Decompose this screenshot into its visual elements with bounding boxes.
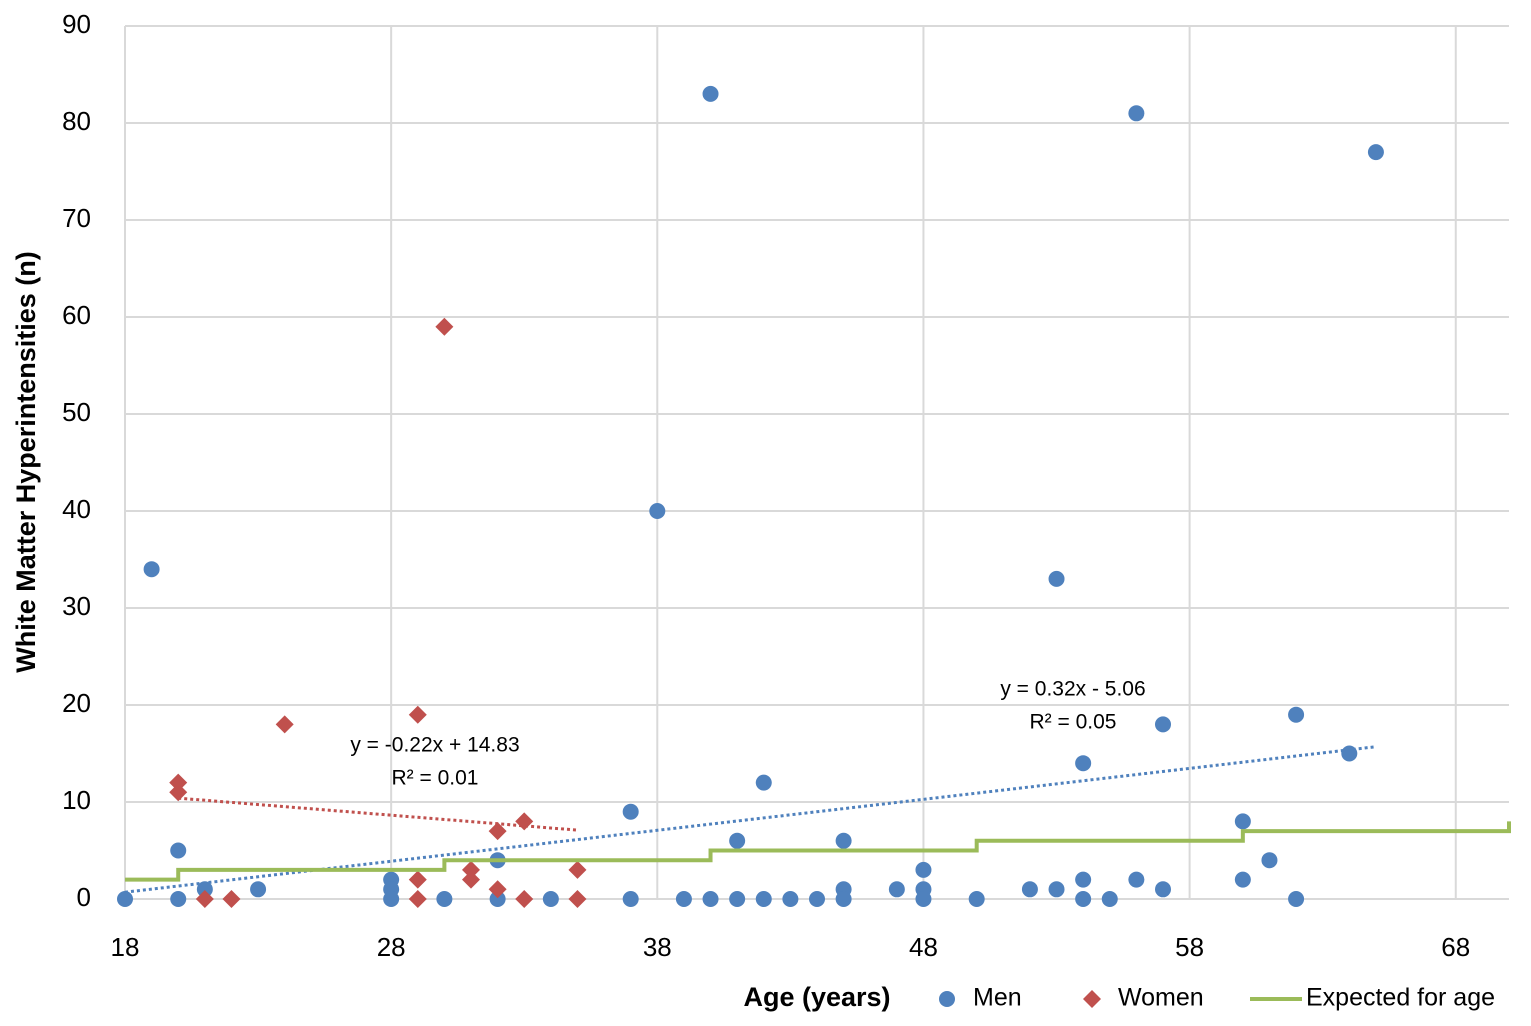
point — [169, 773, 188, 792]
point — [383, 891, 400, 907]
trendline-equation: y = 0.32x - 5.06 — [1000, 678, 1145, 701]
x-axis-title: Age (years) — [743, 982, 890, 1012]
point — [143, 561, 160, 578]
point — [408, 870, 427, 889]
point — [1101, 891, 1118, 907]
point — [462, 860, 480, 879]
x-tick-label: 18 — [111, 932, 140, 962]
point — [809, 891, 825, 907]
point — [1048, 881, 1065, 898]
point — [702, 891, 719, 907]
point — [1128, 871, 1145, 888]
point — [489, 891, 506, 907]
point — [622, 891, 639, 907]
point — [1075, 755, 1092, 772]
y-tick-label: 60 — [62, 300, 91, 330]
point — [675, 891, 692, 907]
point — [408, 890, 427, 908]
point — [1075, 891, 1092, 907]
y-axis-title: White Matter Hyperintensities (n) — [11, 251, 41, 673]
y-tick-label: 30 — [62, 591, 91, 621]
y-tick-label: 40 — [62, 494, 91, 524]
legend-label: Men — [973, 984, 1022, 1012]
point — [1048, 570, 1065, 587]
point — [275, 715, 294, 734]
trendline-r2: R² = 0.05 — [1030, 711, 1117, 734]
point — [1234, 871, 1251, 888]
point — [782, 891, 799, 907]
y-tick-label: 10 — [62, 785, 91, 815]
y-tick-label: 0 — [77, 882, 91, 912]
point — [755, 774, 772, 791]
point — [835, 832, 852, 849]
legend-label: Women — [1118, 984, 1204, 1012]
point — [515, 812, 534, 831]
legend-marker — [1083, 990, 1101, 1008]
point — [170, 842, 187, 859]
legend-label: Expected for age — [1306, 984, 1495, 1012]
point — [435, 317, 454, 336]
trendline-equation: y = -0.22x + 14.83 — [350, 734, 519, 757]
point — [915, 861, 932, 878]
point — [170, 891, 187, 907]
point — [195, 890, 214, 908]
point — [1261, 852, 1278, 869]
point — [702, 85, 719, 102]
trendline — [178, 796, 578, 832]
point — [117, 891, 133, 907]
point — [222, 890, 241, 908]
point — [729, 891, 746, 907]
y-tick-label: 90 — [62, 9, 91, 39]
y-tick-label: 70 — [62, 203, 91, 233]
expected-line — [125, 821, 1511, 882]
point — [1021, 881, 1038, 898]
point — [515, 890, 534, 908]
x-tick-label: 58 — [1175, 932, 1204, 962]
y-tick-label: 50 — [62, 397, 91, 427]
point — [436, 891, 453, 907]
x-tick-label: 38 — [643, 932, 672, 962]
point — [488, 822, 507, 841]
point — [542, 891, 559, 907]
point — [729, 832, 746, 849]
point — [1341, 745, 1358, 762]
point — [649, 503, 666, 519]
point — [1288, 706, 1305, 723]
point — [888, 881, 905, 898]
trendline-r2: R² = 0.01 — [392, 767, 479, 790]
y-tick-label: 20 — [62, 688, 91, 718]
x-tick-label: 68 — [1441, 932, 1470, 962]
point — [169, 783, 188, 802]
point — [1155, 716, 1171, 733]
point — [1288, 891, 1305, 907]
point — [1234, 813, 1251, 830]
point — [196, 881, 213, 898]
point — [915, 891, 932, 907]
point — [250, 881, 267, 898]
point — [408, 705, 427, 724]
point — [1367, 144, 1384, 161]
x-tick-label: 48 — [909, 932, 938, 962]
point — [1155, 881, 1171, 898]
point — [622, 803, 639, 820]
x-tick-label: 28 — [377, 932, 406, 962]
y-tick-label: 80 — [62, 106, 91, 136]
point — [488, 880, 507, 899]
legend-marker — [939, 991, 955, 1007]
point — [755, 891, 772, 907]
point — [968, 891, 985, 907]
point — [568, 860, 587, 879]
point — [835, 891, 852, 907]
point — [1075, 871, 1092, 888]
point — [568, 890, 587, 908]
point — [462, 870, 480, 889]
point — [1128, 105, 1145, 122]
